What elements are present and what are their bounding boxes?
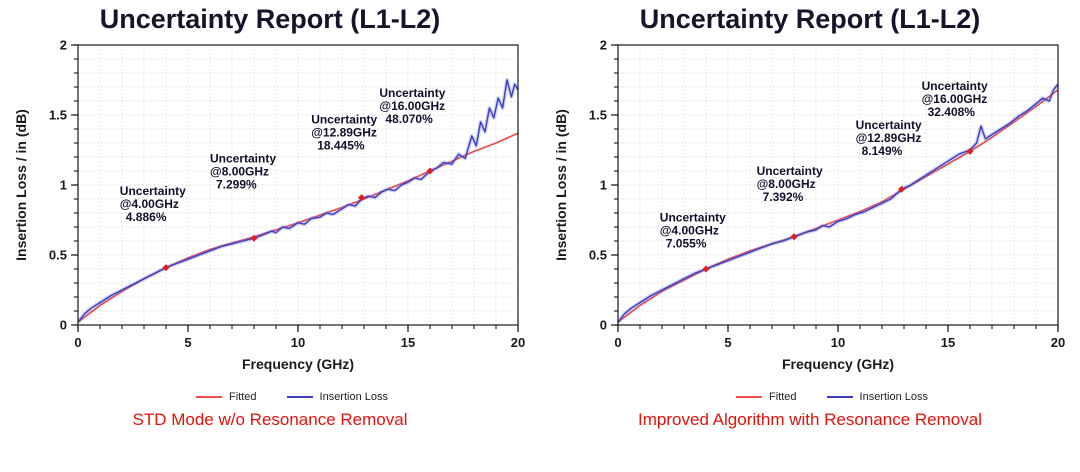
svg-text:5: 5 — [724, 335, 731, 350]
legend-line-fitted-icon — [736, 396, 762, 398]
legend-line-insertion-loss-icon — [826, 396, 853, 398]
chart-panel-left: Uncertainty Report (L1-L2) Uncertainty @4… — [13, 4, 525, 429]
svg-text:5: 5 — [184, 335, 191, 350]
legend-label-insertion-loss: Insertion Loss — [319, 391, 388, 403]
legend: Fitted Insertion Loss — [736, 391, 928, 403]
svg-text:1: 1 — [60, 178, 67, 193]
caption-left: STD Mode w/o Resonance Removal — [132, 410, 408, 429]
legend-item-insertion-loss: Insertion Loss — [826, 391, 928, 403]
svg-text:0: 0 — [600, 318, 607, 333]
svg-text:0.5: 0.5 — [589, 248, 607, 263]
svg-text:0: 0 — [614, 335, 621, 350]
svg-text:Frequency (GHz): Frequency (GHz) — [782, 356, 894, 372]
svg-text:10: 10 — [831, 335, 845, 350]
caption-right: Improved Algorithm with Resonance Remova… — [638, 410, 982, 429]
svg-text:20: 20 — [1051, 335, 1065, 350]
svg-text:0.5: 0.5 — [49, 248, 67, 263]
legend: Fitted Insertion Loss — [196, 391, 388, 403]
chart-panel-right: Uncertainty Report (L1-L2) Uncertainty @4… — [540, 0, 1080, 472]
svg-text:0: 0 — [74, 335, 81, 350]
svg-text:1.5: 1.5 — [49, 108, 67, 123]
svg-text:2: 2 — [600, 38, 607, 53]
svg-text:Insertion Loss / in (dB): Insertion Loss / in (dB) — [13, 109, 29, 261]
legend-line-fitted-icon — [196, 396, 222, 398]
svg-text:10: 10 — [291, 335, 305, 350]
svg-text:2: 2 — [60, 38, 67, 53]
svg-text:15: 15 — [401, 335, 415, 350]
svg-text:Insertion Loss / in (dB): Insertion Loss / in (dB) — [553, 109, 569, 261]
chart-title: Uncertainty Report (L1-L2) — [99, 4, 441, 34]
legend-item-fitted: Fitted — [196, 391, 257, 403]
uncertainty-plot-left: Uncertainty @4.00GHz 4.886% Uncertainty @8.0… — [13, 38, 525, 373]
svg-text:15: 15 — [941, 335, 955, 350]
svg-text:1: 1 — [600, 178, 607, 193]
legend-item-insertion-loss: Insertion Loss — [286, 391, 388, 403]
legend-label-fitted: Fitted — [229, 391, 257, 403]
svg-text:1.5: 1.5 — [589, 108, 607, 123]
legend-line-insertion-loss-icon — [286, 396, 313, 398]
chart-title: Uncertainty Report (L1-L2) — [639, 4, 981, 34]
svg-text:0: 0 — [60, 318, 67, 333]
legend-item-fitted: Fitted — [736, 391, 797, 403]
svg-text:20: 20 — [511, 335, 525, 350]
legend-label-fitted: Fitted — [769, 391, 797, 403]
uncertainty-plot-right: Uncertainty @4.00GHz 7.055% Uncertainty @8.0… — [553, 38, 1065, 373]
legend-label-insertion-loss: Insertion Loss — [859, 391, 928, 403]
svg-text:Frequency (GHz): Frequency (GHz) — [242, 356, 354, 372]
